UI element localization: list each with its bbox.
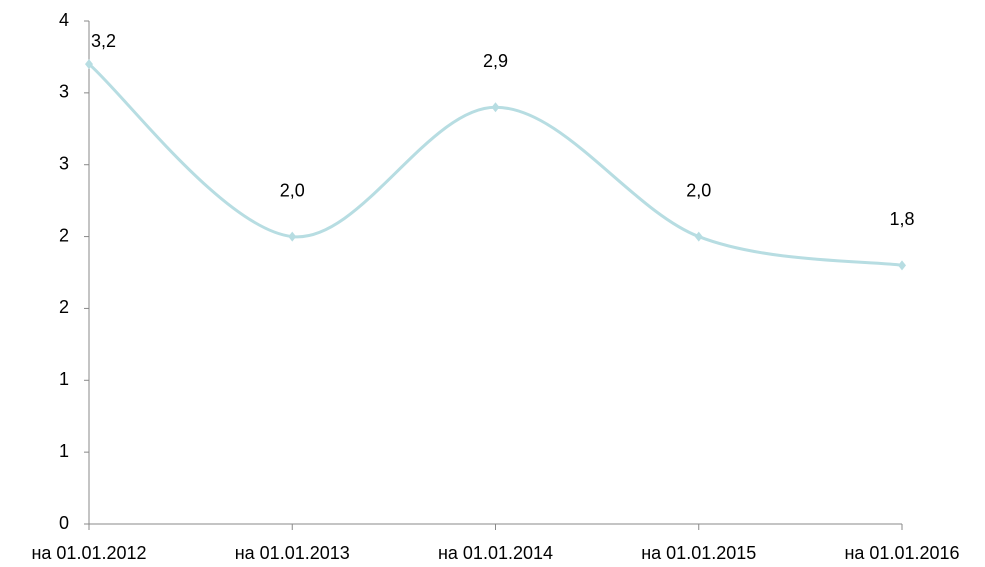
y-tick-label: 2 xyxy=(59,297,69,317)
data-label: 3,2 xyxy=(91,31,116,51)
y-tick-label: 0 xyxy=(59,513,69,533)
x-tick-label: на 01.01.2014 xyxy=(438,543,553,563)
marker xyxy=(694,231,703,242)
x-tick-label: на 01.01.2013 xyxy=(235,543,350,563)
data-label: 2,0 xyxy=(686,180,711,200)
y-tick-label: 3 xyxy=(59,82,69,102)
marker xyxy=(491,102,500,113)
marker xyxy=(288,231,297,242)
y-tick-label: 4 xyxy=(59,10,69,30)
data-label: 2,9 xyxy=(483,51,508,71)
line xyxy=(88,62,903,267)
y-tick-label: 1 xyxy=(59,441,69,461)
marker xyxy=(898,260,906,271)
x-tick-label: на 01.01.2016 xyxy=(844,543,959,563)
x-tick-label: на 01.01.2015 xyxy=(641,543,756,563)
y-tick-label: 3 xyxy=(59,153,69,173)
x-tick-label: на 01.01.2012 xyxy=(31,543,146,563)
data-label: 1,8 xyxy=(889,209,914,229)
data-label: 2,0 xyxy=(280,180,305,200)
y-tick-label: 1 xyxy=(59,369,69,389)
y-tick-label: 2 xyxy=(59,225,69,245)
marker xyxy=(85,59,93,70)
